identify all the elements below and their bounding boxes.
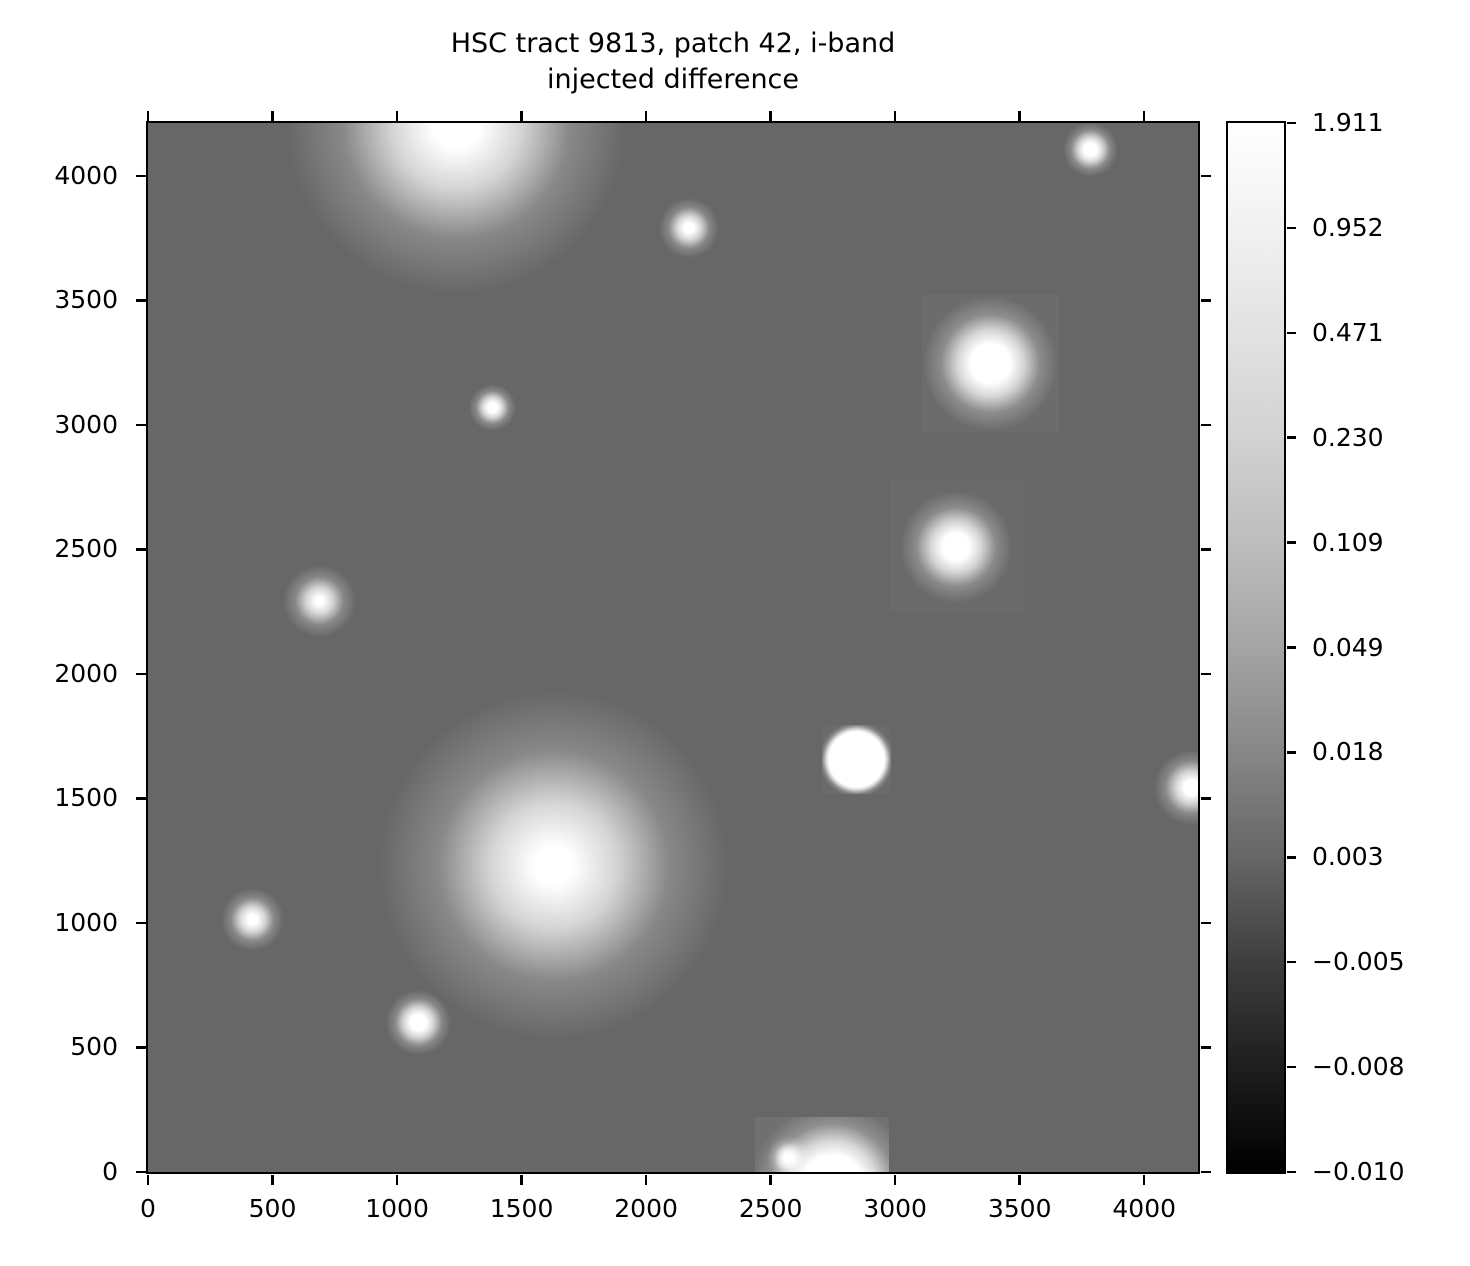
y-tick-left [135, 672, 146, 676]
x-tick-top [893, 110, 897, 121]
plot-area [145, 120, 1200, 1174]
colorbar-tick [1286, 1170, 1296, 1174]
y-tick-right [1200, 299, 1211, 302]
x-tick-label: 4000 [1112, 1194, 1177, 1223]
source-glow [287, 122, 626, 294]
source-glow [379, 691, 728, 1040]
y-tick-right [1200, 548, 1211, 551]
y-tick-label: 4000 [54, 160, 118, 190]
injection-stamp [821, 724, 892, 795]
colorbar-tick-label: −0.010 [1312, 1157, 1405, 1186]
x-tick-bottom [893, 1174, 897, 1185]
x-tick-top [769, 110, 772, 121]
x-tick-top [644, 110, 648, 121]
x-tick-label: 2500 [738, 1194, 803, 1223]
colorbar [1225, 120, 1286, 1174]
figure-title: HSC tract 9813, patch 42, i-band injecte… [148, 26, 1198, 98]
x-tick-top [395, 110, 399, 121]
source-glow [1154, 750, 1198, 825]
source-glow [386, 990, 451, 1055]
figure-title-line1: HSC tract 9813, patch 42, i-band [450, 28, 896, 59]
colorbar-tick [1286, 541, 1296, 544]
colorbar-tick-label: 0.003 [1312, 842, 1384, 872]
x-tick-label: 2000 [614, 1194, 678, 1223]
source-glow [767, 1136, 810, 1172]
colorbar-tick [1286, 436, 1296, 439]
x-tick-bottom [146, 1174, 150, 1185]
y-tick-left [135, 423, 146, 427]
x-tick-bottom [769, 1174, 772, 1185]
colorbar-tick [1286, 856, 1296, 859]
x-tick-bottom [520, 1174, 523, 1185]
colorbar-tick-label: 0.018 [1312, 737, 1384, 767]
x-tick-bottom [271, 1174, 274, 1185]
colorbar-tick [1286, 226, 1296, 230]
y-tick-label: 2000 [54, 658, 118, 688]
y-tick-left [135, 1046, 146, 1049]
colorbar-tick [1286, 751, 1296, 754]
colorbar-tick-label: 0.471 [1312, 317, 1384, 347]
y-tick-left [135, 174, 146, 178]
source-glow [900, 490, 1013, 603]
injection-stamp [755, 1117, 890, 1172]
y-tick-right [1200, 672, 1211, 676]
colorbar-tick [1286, 331, 1296, 335]
y-tick-right [1200, 1170, 1211, 1174]
source-glow [468, 384, 517, 432]
y-tick-right [1200, 423, 1211, 427]
colorbar-tick [1286, 121, 1296, 125]
y-tick-label: 3500 [54, 285, 118, 315]
figure-title-line2: injected difference [546, 64, 800, 95]
colorbar-tick-label: 0.230 [1312, 422, 1384, 452]
y-tick-left [135, 797, 146, 800]
colorbar-tick [1286, 960, 1296, 964]
y-tick-right [1200, 797, 1211, 800]
x-tick-bottom [1142, 1174, 1146, 1185]
source-glow [659, 198, 720, 258]
x-tick-top [1142, 110, 1146, 121]
colorbar-tick-label: 0.049 [1312, 632, 1384, 662]
source-glow [283, 564, 356, 637]
colorbar-tick-label: 0.952 [1312, 212, 1384, 242]
injection-stamp [889, 480, 1023, 614]
source-glow [922, 295, 1059, 432]
x-tick-bottom [1018, 1174, 1021, 1185]
source-glow [1063, 122, 1118, 178]
x-tick-label: 500 [248, 1194, 297, 1223]
x-tick-bottom [644, 1174, 648, 1185]
y-tick-left [135, 548, 146, 551]
y-tick-right [1200, 921, 1211, 925]
x-tick-label: 1500 [489, 1194, 554, 1223]
colorbar-tick [1286, 1065, 1296, 1069]
y-tick-label: 500 [70, 1032, 118, 1062]
x-tick-label: 3000 [863, 1194, 927, 1223]
x-tick-top [1018, 110, 1021, 121]
x-tick-label: 3500 [987, 1194, 1052, 1223]
y-tick-label: 2500 [54, 534, 118, 564]
y-tick-right [1200, 174, 1211, 178]
colorbar-tick-label: 1.911 [1312, 108, 1384, 137]
y-tick-left [135, 921, 146, 925]
colorbar-tick-label: −0.008 [1312, 1052, 1405, 1082]
y-tick-label: 0 [102, 1157, 118, 1186]
x-tick-top [146, 110, 150, 121]
x-tick-label: 1000 [365, 1194, 429, 1223]
y-tick-right [1200, 1046, 1211, 1049]
source-glow [221, 888, 284, 951]
colorbar-tick-label: −0.005 [1312, 947, 1405, 977]
x-tick-label: 0 [140, 1194, 156, 1223]
y-tick-left [135, 299, 146, 302]
source-glow [821, 724, 892, 795]
injection-stamp [922, 295, 1060, 433]
x-tick-top [271, 110, 274, 121]
y-tick-label: 1000 [54, 907, 118, 937]
colorbar-tick-label: 0.109 [1312, 527, 1384, 557]
x-tick-bottom [395, 1174, 399, 1185]
y-tick-label: 3000 [54, 409, 118, 439]
y-tick-left [135, 1170, 146, 1174]
y-tick-label: 1500 [54, 783, 118, 813]
x-tick-top [520, 110, 523, 121]
colorbar-tick [1286, 646, 1296, 649]
